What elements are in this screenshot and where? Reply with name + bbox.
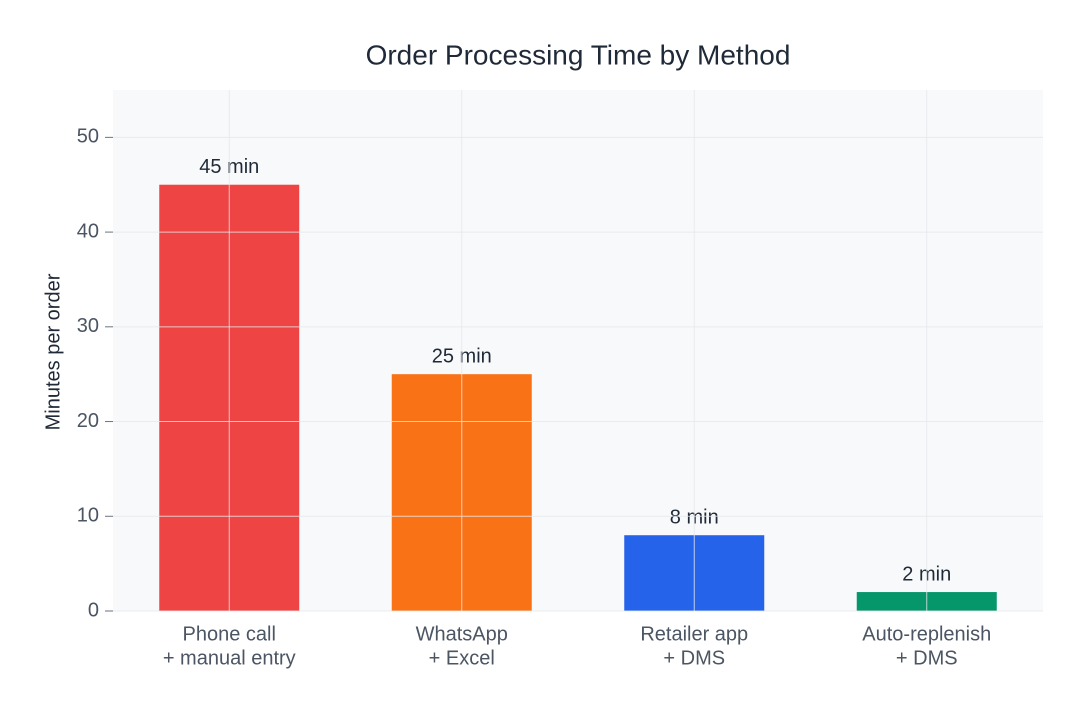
y-axis-label: Minutes per order: [42, 273, 64, 430]
x-tick-label: Phone call: [183, 623, 276, 645]
y-tick-label: 10: [77, 505, 99, 527]
y-tick-label: 0: [88, 599, 99, 621]
chart-title: Order Processing Time by Method: [366, 39, 791, 70]
x-tick-label: Retailer app: [640, 623, 748, 645]
x-tick-label: + manual entry: [163, 647, 296, 669]
y-tick-label: 40: [77, 220, 99, 242]
y-tick-label: 50: [77, 126, 99, 148]
x-tick-label: WhatsApp: [416, 623, 508, 645]
y-tick-label: 20: [77, 410, 99, 432]
y-tick-label: 30: [77, 315, 99, 337]
x-tick-label: + DMS: [896, 647, 958, 669]
x-tick-label: + Excel: [429, 647, 495, 669]
x-tick-label: + DMS: [663, 647, 725, 669]
x-tick-label: Auto-replenish: [862, 623, 991, 645]
